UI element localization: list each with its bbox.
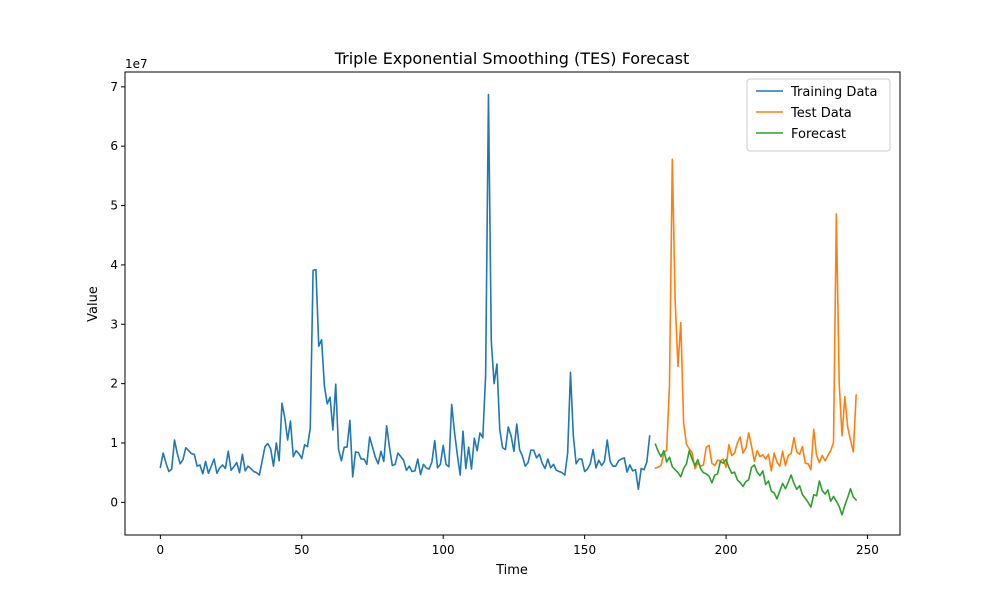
chart-title: Triple Exponential Smoothing (TES) Forec… [334, 49, 690, 68]
series-line-2 [654, 158, 857, 472]
x-tick-label: 150 [573, 543, 596, 557]
x-tick-label: 50 [294, 543, 309, 557]
y-axis: 0 1 2 3 4 5 6 7 [110, 80, 125, 509]
y-tick-label: 7 [110, 80, 118, 94]
y-tick-label: 1 [110, 436, 118, 450]
series-layer [159, 93, 857, 516]
y-axis-label: Value [86, 286, 101, 322]
legend-label: Forecast [791, 127, 846, 142]
x-tick-label: 250 [856, 543, 879, 557]
x-axis: 0 50 100 150 200 250 [157, 535, 879, 557]
legend-label: Test Data [790, 106, 852, 121]
x-axis-label: Time [495, 563, 528, 578]
y-tick-label: 4 [110, 258, 118, 272]
y-tick-label: 5 [110, 199, 118, 213]
y-tick-label: 0 [110, 495, 118, 509]
y-axis-offset-label: 1e7 [125, 57, 148, 71]
y-tick-label: 2 [110, 377, 118, 391]
y-tick-label: 6 [110, 139, 118, 153]
x-tick-label: 0 [157, 543, 165, 557]
legend: Training Data Test Data Forecast [746, 78, 891, 152]
legend-label: Training Data [790, 85, 877, 100]
series-line-1 [159, 93, 651, 491]
axes-frame [124, 71, 901, 536]
x-tick-label: 100 [432, 543, 455, 557]
series-line-3 [654, 443, 857, 516]
x-tick-label: 200 [715, 543, 738, 557]
y-tick-label: 3 [110, 317, 118, 331]
